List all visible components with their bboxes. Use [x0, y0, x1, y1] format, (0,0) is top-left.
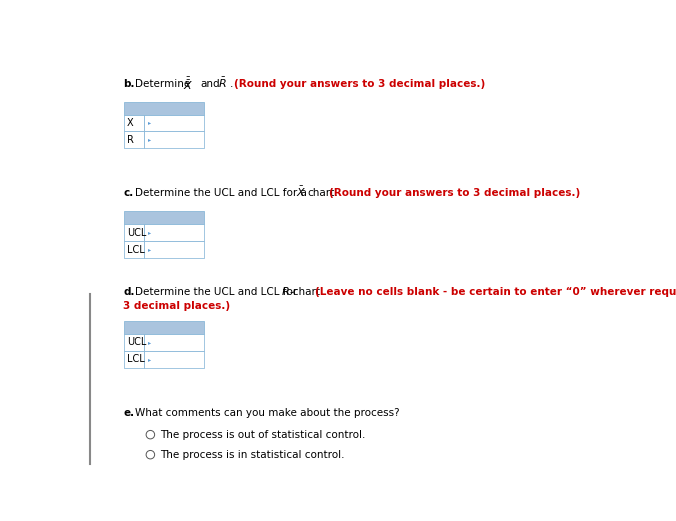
- Text: -chart.: -chart.: [290, 287, 324, 297]
- Text: R: R: [127, 135, 134, 145]
- Text: $\bar{R}$: $\bar{R}$: [218, 76, 226, 90]
- Bar: [144, 225, 204, 241]
- Bar: [124, 225, 144, 241]
- Text: and: and: [201, 79, 220, 89]
- Bar: [144, 351, 204, 368]
- Text: chart.: chart.: [308, 189, 338, 199]
- Text: $\mathit{R}$: $\mathit{R}$: [281, 285, 289, 297]
- Bar: [124, 321, 204, 334]
- Bar: [124, 212, 204, 225]
- Text: Determine the UCL and LCL for a: Determine the UCL and LCL for a: [135, 189, 307, 199]
- Text: b.: b.: [123, 79, 135, 89]
- Text: The process is in statistical control.: The process is in statistical control.: [160, 450, 344, 460]
- Text: Determine the UCL and LCL for: Determine the UCL and LCL for: [135, 287, 297, 297]
- Text: (Round your answers to 3 decimal places.): (Round your answers to 3 decimal places.…: [234, 79, 485, 89]
- Text: UCL: UCL: [127, 338, 146, 348]
- Bar: [124, 131, 144, 148]
- Text: ▸: ▸: [147, 340, 151, 345]
- Text: .: .: [231, 79, 237, 89]
- Text: ▸: ▸: [147, 230, 151, 235]
- Text: e.: e.: [123, 408, 135, 418]
- Text: ▸: ▸: [147, 120, 151, 126]
- Text: (Leave no cells blank - be certain to enter “0” wherever required. Round your an: (Leave no cells blank - be certain to en…: [314, 287, 676, 297]
- Bar: [144, 241, 204, 258]
- Text: What comments can you make about the process?: What comments can you make about the pro…: [135, 408, 400, 418]
- Text: $\bar{X}$: $\bar{X}$: [296, 185, 306, 200]
- Bar: [124, 102, 204, 115]
- Bar: [144, 115, 204, 131]
- Text: d.: d.: [123, 287, 135, 297]
- Text: LCL: LCL: [127, 244, 145, 255]
- Bar: [124, 115, 144, 131]
- Bar: [124, 334, 144, 351]
- Text: ▸: ▸: [147, 357, 151, 362]
- Text: ▸: ▸: [147, 247, 151, 252]
- Text: ▸: ▸: [147, 138, 151, 142]
- Text: The process is out of statistical control.: The process is out of statistical contro…: [160, 430, 365, 440]
- Text: $\bar{\bar{X}}$: $\bar{\bar{X}}$: [183, 76, 193, 92]
- Text: c.: c.: [123, 189, 133, 199]
- Text: X: X: [127, 118, 134, 128]
- Text: (Round your answers to 3 decimal places.): (Round your answers to 3 decimal places.…: [329, 189, 580, 199]
- Text: UCL: UCL: [127, 228, 146, 238]
- Text: 3 decimal places.): 3 decimal places.): [123, 301, 231, 311]
- Text: LCL: LCL: [127, 354, 145, 364]
- Bar: [144, 131, 204, 148]
- Bar: [124, 351, 144, 368]
- Bar: [144, 334, 204, 351]
- Text: Determine: Determine: [135, 79, 190, 89]
- Bar: [124, 241, 144, 258]
